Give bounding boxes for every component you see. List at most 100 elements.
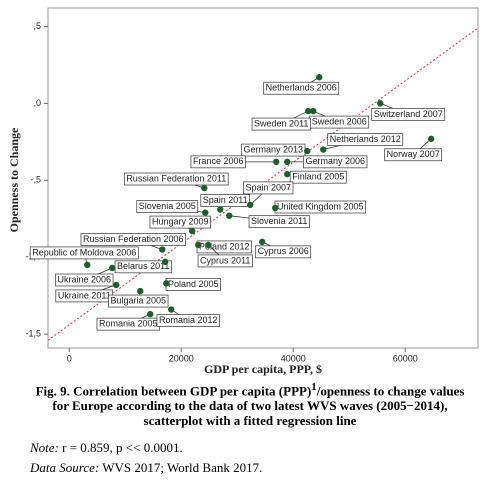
- point-label: Germany 2006: [305, 156, 365, 166]
- source: Data Source: WVS 2017; World Bank 2017.: [30, 460, 262, 476]
- point: [202, 209, 209, 216]
- point: [201, 184, 208, 192]
- label-box: [371, 108, 446, 121]
- note-label: Note:: [30, 440, 59, 455]
- caption-text: /openness to change values for Europe ac…: [52, 383, 465, 429]
- point-label: Cyprus 2011: [200, 255, 250, 265]
- point: [316, 74, 323, 81]
- x-tick-label: 0: [67, 353, 72, 363]
- point: [320, 146, 327, 153]
- point: [226, 212, 233, 219]
- point: [159, 246, 166, 253]
- point-label: Romania 2012: [159, 315, 218, 325]
- label-box: [200, 194, 251, 207]
- point: [427, 135, 435, 142]
- plot-area: [47, 7, 479, 349]
- point: [147, 310, 154, 318]
- point: [162, 258, 169, 266]
- label-box: [255, 245, 312, 259]
- point: [113, 281, 120, 289]
- point-label: Spain 2011: [203, 195, 248, 205]
- point-label: Russian Federation 2011: [126, 173, 226, 183]
- y-tick-label: -,5: [30, 175, 41, 185]
- point: [284, 170, 291, 178]
- point: [305, 107, 312, 115]
- point-label: Netherlands 2012: [330, 134, 401, 144]
- y-tick-label: ,5: [33, 21, 41, 31]
- label-box: [108, 294, 169, 308]
- point: [205, 241, 212, 249]
- point: [259, 238, 266, 246]
- point: [217, 206, 224, 213]
- point-label: Republic of Moldova 2006: [32, 247, 136, 257]
- point-label: Sweden 2006: [312, 116, 367, 126]
- label-box: [80, 233, 186, 246]
- point: [273, 158, 280, 166]
- point-label: Norway 2007: [387, 149, 440, 159]
- point-label: Russian Federation 2006: [83, 234, 184, 244]
- point-label: Ukraine 2006: [58, 274, 112, 284]
- point: [304, 147, 311, 155]
- point-label: Netherlands 2006: [266, 83, 337, 93]
- label-box: [190, 155, 246, 169]
- point: [272, 204, 279, 212]
- point: [84, 261, 91, 269]
- label-box: [156, 314, 220, 327]
- note-text: r = 0.859, p << 0.0001.: [62, 440, 183, 455]
- caption: Fig. 9. Correlation between GDP per capi…: [30, 380, 470, 428]
- source-text: WVS 2017; World Bank 2017.: [102, 460, 263, 475]
- point: [189, 227, 196, 235]
- point-label: Germany 2013: [243, 144, 303, 154]
- label-box: [289, 170, 347, 184]
- point: [310, 107, 317, 115]
- label-box: [327, 133, 404, 146]
- point-label: Poland 2012: [199, 241, 250, 251]
- point-label: Hungary 2009: [152, 216, 209, 226]
- caption-sup: 1: [311, 381, 317, 393]
- label-box: [243, 181, 294, 195]
- point-label: Finland 2005: [292, 172, 344, 182]
- point: [168, 306, 175, 313]
- chart: Openness to Change GDP per capita, PPP, …: [7, 7, 479, 376]
- point-label: Sweden 2011: [254, 118, 308, 128]
- point: [137, 287, 144, 295]
- x-tick-label: 40000: [281, 353, 306, 363]
- point: [284, 158, 291, 166]
- label-box: [197, 254, 253, 268]
- point: [247, 201, 254, 209]
- label-box: [248, 215, 310, 229]
- point-label: Poland 2005: [168, 279, 219, 289]
- point: [377, 100, 384, 107]
- label-box: [29, 246, 139, 260]
- point: [163, 280, 170, 287]
- label-box: [136, 200, 199, 213]
- point-label: United Kingdom 2005: [277, 201, 364, 211]
- point-label: Slovenia 2011: [251, 216, 307, 226]
- point-label: Spain 2007: [245, 182, 291, 192]
- point-label: Ukraine 2011: [58, 290, 111, 300]
- label-box: [263, 81, 340, 95]
- source-label: Data Source:: [30, 460, 100, 475]
- label-box: [303, 155, 368, 169]
- point-label: Belarus 2011: [117, 261, 169, 271]
- y-axis-title: Openness to Change: [7, 127, 21, 232]
- label-box: [384, 148, 443, 162]
- point-label: Romania 2005: [99, 319, 158, 329]
- label-box: [149, 215, 211, 229]
- y-tick-label: ,0: [33, 98, 41, 108]
- point-label: Bulgaria 2005: [110, 295, 166, 305]
- point-label: Switzerland 2007: [374, 109, 443, 119]
- x-tick-label: 20000: [169, 353, 194, 363]
- point-label: Slovenia 2005: [139, 201, 196, 211]
- x-tick-label: 60000: [393, 353, 418, 363]
- point: [195, 241, 202, 249]
- point: [109, 264, 116, 272]
- label-box: [251, 117, 311, 131]
- point-label: France 2006: [193, 156, 244, 166]
- y-tick-label: -1,5: [25, 329, 41, 339]
- label-box: [123, 172, 229, 186]
- x-axis-title: GDP per capita, PPP, $: [204, 362, 322, 376]
- point-label: Cyprus 2006: [258, 246, 309, 256]
- caption-text: Fig. 9. Correlation between GDP per capi…: [35, 383, 312, 399]
